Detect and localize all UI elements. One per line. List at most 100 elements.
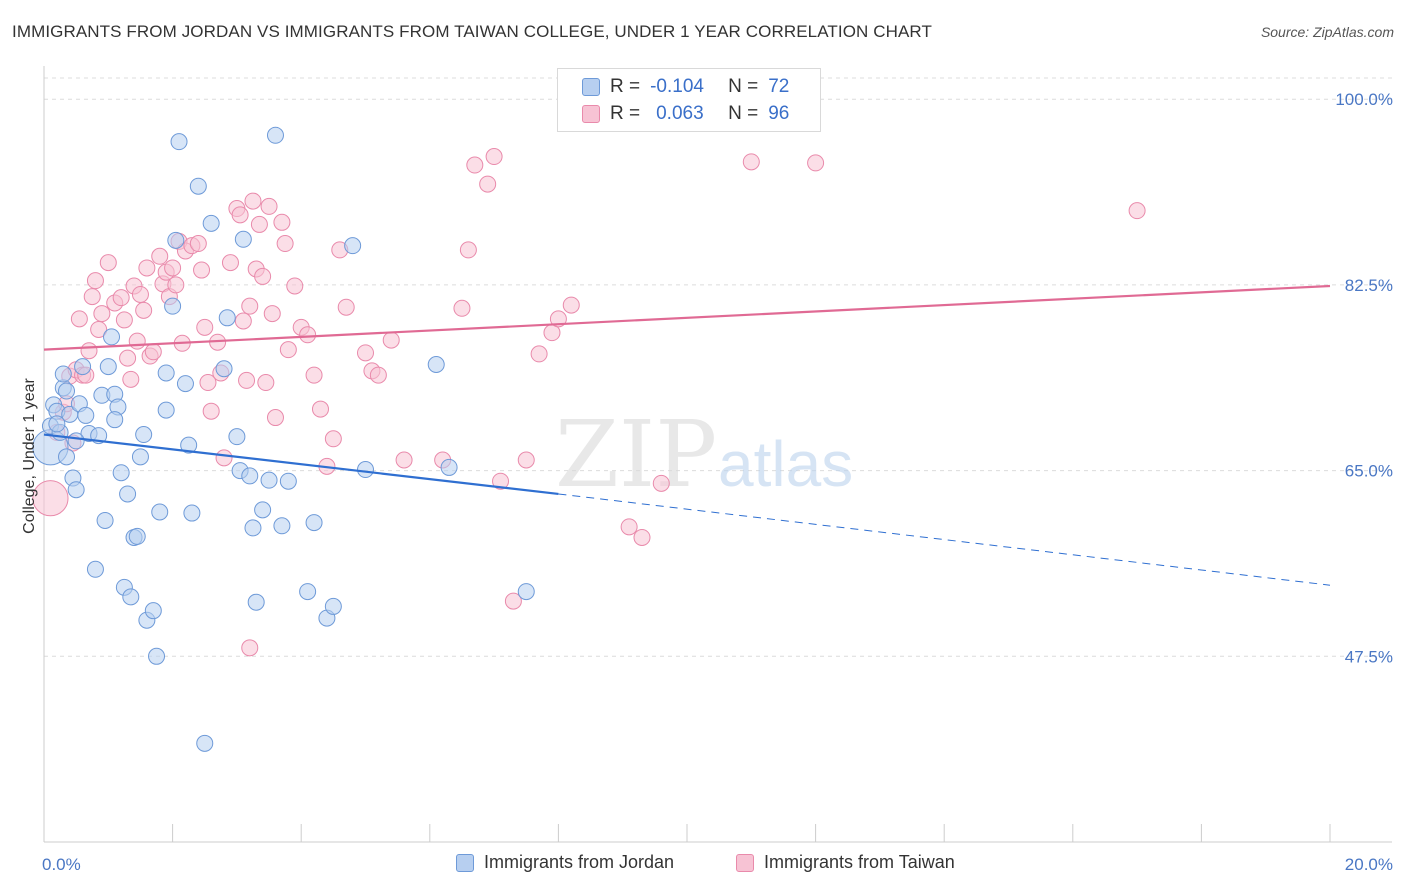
taiwan-point bbox=[131, 285, 149, 303]
jordan-point bbox=[305, 514, 323, 532]
source-label: Source: ZipAtlas.com bbox=[1260, 24, 1394, 40]
taiwan-r-value: 0.063 bbox=[656, 103, 704, 124]
jordan-trend-extension bbox=[558, 493, 1331, 586]
taiwan-point bbox=[80, 342, 98, 360]
taiwan-point bbox=[70, 310, 88, 328]
jordan-trend-line bbox=[43, 433, 559, 496]
taiwan-point bbox=[167, 276, 185, 294]
taiwan-legend-swatch bbox=[736, 853, 754, 872]
taiwan-point bbox=[263, 305, 281, 323]
tick-labels: 100.0% 82.5% 65.0% 47.5% 0.0% 20.0% bbox=[42, 90, 1393, 874]
taiwan-point bbox=[151, 247, 169, 265]
jordan-point bbox=[144, 602, 162, 620]
taiwan-point bbox=[369, 366, 387, 384]
jordan-point bbox=[54, 365, 72, 383]
taiwan-point bbox=[199, 374, 217, 392]
taiwan-point bbox=[1128, 202, 1146, 220]
taiwan-point bbox=[311, 400, 329, 418]
taiwan-series bbox=[32, 148, 1146, 657]
taiwan-point bbox=[144, 343, 162, 361]
jordan-point bbox=[241, 467, 259, 485]
taiwan-point bbox=[122, 370, 140, 388]
watermark-zip: ZIP bbox=[555, 401, 717, 508]
jordan-point bbox=[67, 481, 85, 499]
taiwan-point bbox=[215, 449, 233, 467]
jordan-point bbox=[176, 375, 194, 393]
legend-row-taiwan: R = 0.063 N = 96 bbox=[582, 103, 789, 125]
taiwan-point bbox=[517, 451, 535, 469]
jordan-point bbox=[215, 360, 233, 378]
taiwan-swatch bbox=[582, 105, 600, 123]
taiwan-point bbox=[276, 235, 294, 253]
series-legend: Immigrants from Jordan Immigrants from T… bbox=[0, 852, 1406, 876]
jordan-point bbox=[260, 471, 278, 489]
taiwan-point bbox=[257, 374, 275, 392]
chart-title: IMMIGRANTS FROM JORDAN VS IMMIGRANTS FRO… bbox=[12, 22, 932, 41]
jordan-point bbox=[122, 588, 140, 606]
taiwan-point bbox=[266, 409, 284, 427]
taiwan-point bbox=[633, 528, 651, 546]
jordan-point bbox=[180, 436, 198, 454]
taiwan-point bbox=[99, 254, 117, 272]
jordan-n-value: 72 bbox=[768, 76, 790, 97]
jordan-point bbox=[183, 504, 201, 522]
jordan-point bbox=[112, 464, 130, 482]
jordan-point bbox=[517, 583, 535, 601]
taiwan-point bbox=[273, 213, 291, 231]
jordan-point bbox=[299, 583, 317, 601]
jordan-point bbox=[135, 426, 153, 444]
jordan-legend-label: Immigrants from Jordan bbox=[484, 852, 675, 872]
taiwan-point bbox=[453, 299, 471, 317]
taiwan-point bbox=[807, 154, 825, 172]
taiwan-point bbox=[357, 344, 374, 362]
jordan-point bbox=[106, 411, 124, 429]
taiwan-n-value: 96 bbox=[768, 103, 790, 124]
taiwan-point bbox=[652, 474, 670, 492]
jordan-point bbox=[324, 597, 342, 615]
legend-n-label: N = bbox=[728, 103, 759, 124]
jordan-point bbox=[48, 415, 66, 433]
taiwan-point bbox=[244, 192, 262, 210]
taiwan-point bbox=[135, 301, 153, 319]
taiwan-point bbox=[234, 312, 252, 330]
watermark: ZIP atlas bbox=[555, 401, 853, 508]
jordan-point bbox=[86, 560, 104, 578]
jordan-point bbox=[234, 230, 252, 248]
jordan-point bbox=[103, 328, 121, 346]
taiwan-point bbox=[279, 341, 297, 359]
jordan-series bbox=[32, 126, 535, 752]
jordan-point bbox=[99, 358, 117, 376]
jordan-point bbox=[440, 458, 458, 476]
taiwan-point bbox=[93, 305, 111, 323]
taiwan-point bbox=[742, 153, 760, 171]
taiwan-point bbox=[189, 235, 207, 253]
jordan-point bbox=[74, 358, 92, 376]
taiwan-point bbox=[202, 402, 220, 420]
legend-item-jordan: Immigrants from Jordan bbox=[456, 852, 674, 873]
taiwan-trend-line bbox=[43, 284, 1331, 351]
jordan-swatch bbox=[582, 78, 600, 96]
taiwan-point bbox=[286, 277, 304, 295]
taiwan-point bbox=[504, 592, 522, 610]
jordan-point bbox=[119, 485, 137, 503]
jordan-point bbox=[244, 519, 262, 537]
taiwan-point bbox=[128, 332, 146, 350]
taiwan-point bbox=[337, 298, 355, 316]
y-tick-label: 65.0% bbox=[1345, 462, 1393, 481]
taiwan-point bbox=[241, 297, 259, 315]
legend-n-label: N = bbox=[728, 76, 759, 97]
jordan-point bbox=[131, 448, 149, 466]
taiwan-point bbox=[530, 345, 548, 363]
jordan-point bbox=[128, 527, 146, 545]
taiwan-point bbox=[254, 267, 272, 285]
taiwan-point bbox=[164, 259, 182, 277]
taiwan-point bbox=[479, 175, 497, 193]
taiwan-point bbox=[83, 288, 101, 306]
taiwan-point bbox=[395, 451, 413, 469]
jordan-point bbox=[228, 428, 246, 446]
jordan-point bbox=[67, 432, 85, 450]
jordan-point bbox=[196, 734, 214, 752]
jordan-point bbox=[170, 133, 188, 151]
taiwan-point bbox=[485, 148, 503, 166]
trend-lines bbox=[43, 284, 1331, 586]
